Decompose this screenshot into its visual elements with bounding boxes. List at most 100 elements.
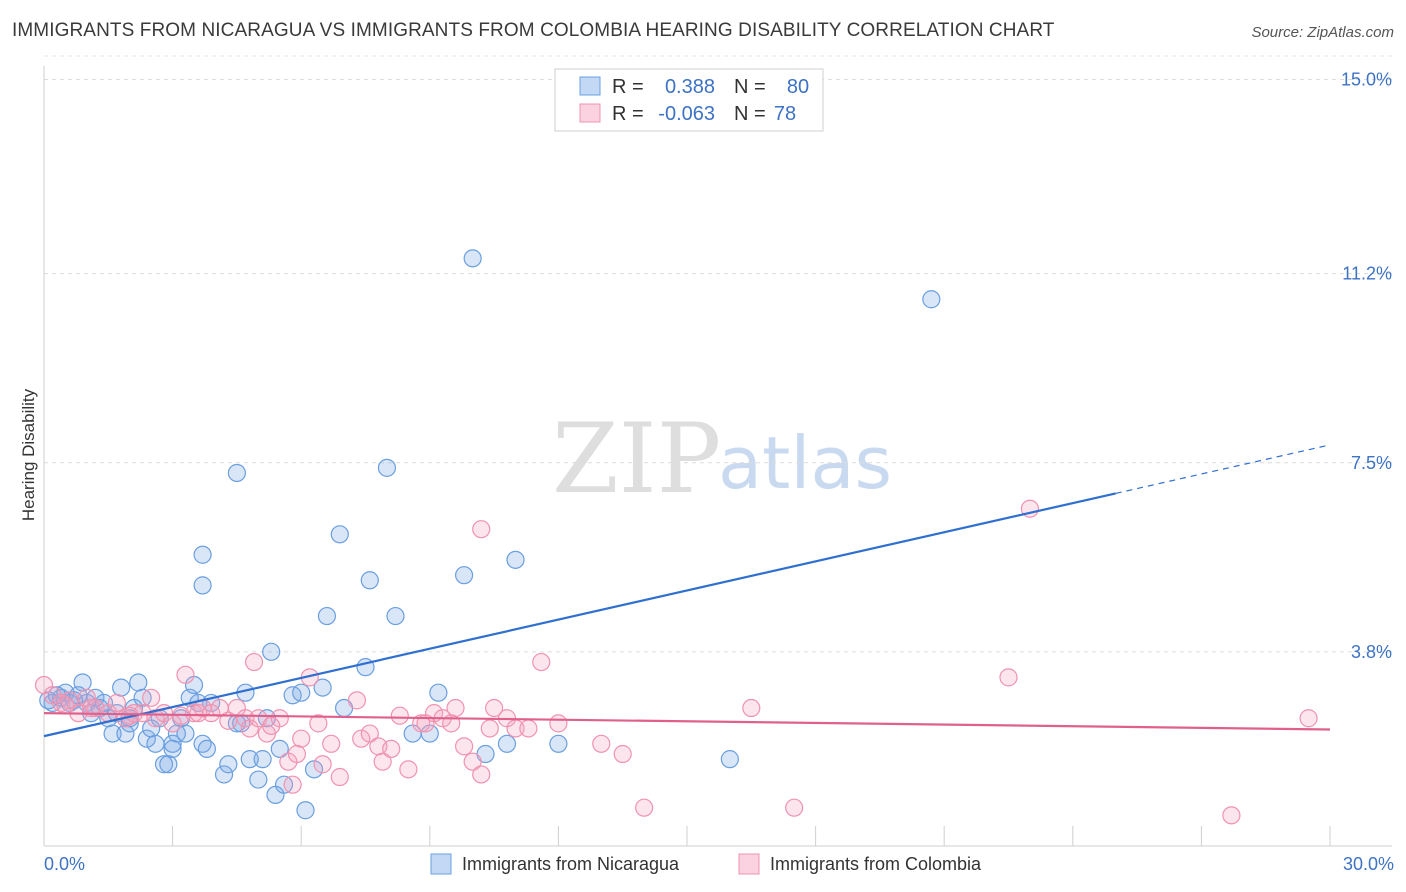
chart-source: Source: ZipAtlas.com — [1251, 24, 1394, 41]
colombia-point — [142, 688, 161, 707]
colombia-point — [472, 765, 491, 784]
nicaragua-point — [219, 755, 238, 774]
nicaragua-point — [159, 755, 178, 774]
colombia-point — [292, 729, 311, 748]
colombia-point — [399, 760, 418, 779]
nicaragua-trend-extension — [1115, 444, 1331, 494]
nicaragua-point — [377, 458, 397, 477]
colombia-point — [592, 734, 611, 753]
nicaragua-point — [214, 765, 234, 784]
y-tick-label: 3.8% — [1351, 642, 1392, 662]
bottom-legend-swatch-nicaragua — [430, 853, 452, 875]
colombia-point — [472, 520, 491, 539]
colombia-point — [390, 706, 409, 725]
nicaragua-point — [253, 750, 272, 769]
colombia-point — [519, 719, 538, 738]
nicaragua-point — [296, 801, 315, 820]
nicaragua-point — [197, 739, 216, 759]
legend-n-value-1: 80 — [787, 76, 809, 98]
y-tick-labels: 3.8% 7.5% 11.2% 15.0% — [1341, 70, 1392, 662]
nicaragua-point — [129, 673, 148, 692]
colombia-point — [412, 714, 431, 733]
colombia-point — [1299, 709, 1318, 728]
nicaragua-point — [227, 463, 246, 483]
watermark-zip: ZIP — [552, 403, 721, 515]
colombia-point — [999, 668, 1018, 687]
colombia-point — [270, 709, 289, 728]
nicaragua-point — [146, 734, 165, 753]
colombia-point — [480, 719, 499, 738]
bottom-legend-swatch-colombia — [738, 853, 760, 875]
colombia-point — [360, 724, 379, 743]
colombia-point — [463, 752, 482, 771]
colombia-point — [236, 709, 255, 728]
legend-r-value-2: -0.063 — [658, 103, 715, 125]
colombia-point — [382, 739, 401, 759]
nicaragua-point — [506, 550, 525, 569]
colombia-point — [635, 798, 654, 817]
x-tick-label-min: 0.0% — [44, 854, 85, 874]
colombia-point — [283, 775, 302, 794]
bottom-legend-label-colombia: Immigrants from Colombia — [770, 854, 982, 874]
nicaragua-point — [154, 755, 174, 774]
colombia-point — [549, 714, 568, 733]
colombia-point — [330, 767, 349, 787]
nicaragua-point — [292, 683, 311, 702]
legend-swatch-nicaragua — [579, 76, 601, 96]
colombia-point — [532, 652, 551, 672]
nicaragua-point — [249, 770, 268, 789]
series-colombia-points — [34, 499, 1318, 825]
colombia-point — [742, 698, 761, 718]
nicaragua-point — [137, 729, 156, 748]
colombia-point — [322, 734, 341, 753]
colombia-point — [454, 737, 474, 756]
nicaragua-point — [176, 724, 195, 743]
nicaragua-point — [330, 525, 349, 544]
legend-n-label-1: N = — [734, 76, 766, 98]
trend-lines — [43, 444, 1331, 738]
nicaragua-trend-line — [43, 492, 1116, 738]
legend-swatch-colombia — [579, 103, 601, 123]
x-tick-labels: 0.0% 30.0% — [44, 854, 1394, 874]
nicaragua-point — [497, 734, 517, 753]
colombia-point — [202, 704, 221, 723]
colombia-point — [1222, 806, 1241, 825]
colombia-point — [56, 696, 75, 715]
nicaragua-point — [463, 249, 482, 268]
nicaragua-point — [549, 734, 568, 753]
colombia-point — [313, 755, 332, 774]
nicaragua-point — [304, 760, 324, 779]
colombia-point — [347, 691, 367, 710]
nicaragua-point — [317, 606, 337, 626]
nicaragua-point — [386, 606, 405, 626]
colombia-point — [82, 698, 101, 718]
chart-title: IMMIGRANTS FROM NICARAGUA VS IMMIGRANTS … — [12, 20, 1055, 41]
nicaragua-point — [163, 734, 182, 753]
y-tick-label: 7.5% — [1351, 453, 1392, 473]
colombia-point — [613, 744, 632, 764]
series-legend: Immigrants from Nicaragua Immigrants fro… — [430, 853, 982, 875]
colombia-point — [352, 729, 371, 748]
colombia-point — [176, 665, 195, 684]
y-tick-label: 11.2% — [1342, 264, 1392, 284]
legend-n-value-2: 78 — [774, 103, 796, 125]
nicaragua-point — [240, 750, 259, 769]
nicaragua-point — [73, 673, 92, 692]
nicaragua-point — [112, 678, 131, 697]
nicaragua-point — [193, 576, 212, 595]
colombia-point — [189, 704, 208, 723]
colombia-point — [446, 698, 465, 718]
x-tick-label-max: 30.0% — [1343, 854, 1394, 874]
legend-r-label-1: R = — [612, 76, 644, 98]
correlation-legend: R = 0.388 N = 80 R = -0.063 N = 78 — [554, 68, 824, 132]
nicaragua-point — [429, 683, 448, 702]
y-tick-label: 15.0% — [1341, 70, 1392, 90]
nicaragua-point — [454, 566, 474, 585]
nicaragua-point — [270, 739, 289, 759]
colombia-trend-line — [43, 712, 1331, 731]
colombia-point — [244, 652, 264, 672]
colombia-point — [107, 693, 126, 713]
nicaragua-point — [922, 290, 941, 309]
axes — [43, 66, 1392, 847]
